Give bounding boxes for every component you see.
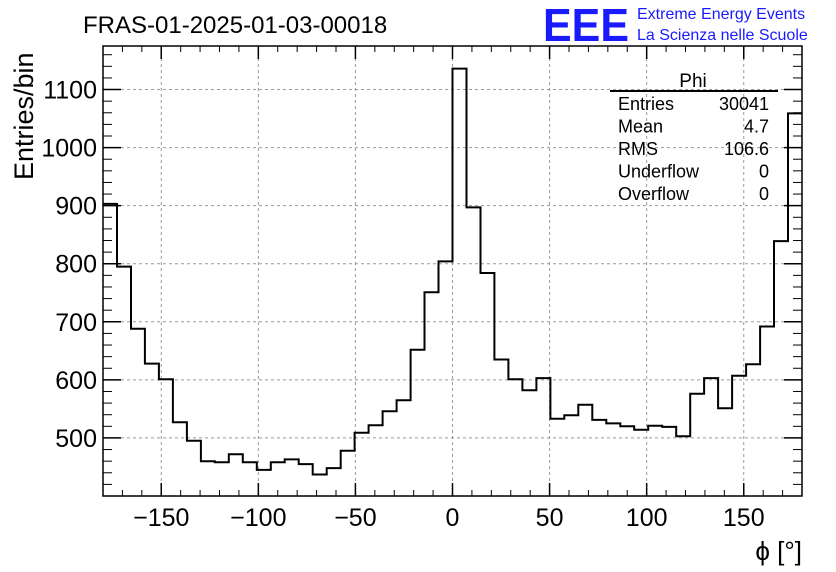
histogram-bin <box>369 425 383 496</box>
histogram-bin <box>117 267 131 496</box>
histogram-bin <box>383 411 397 496</box>
histogram-bin <box>313 475 327 496</box>
stats-value: 30041 <box>719 94 769 114</box>
stats-label: Entries <box>618 94 674 114</box>
histogram-bin <box>480 273 494 496</box>
y-tick-label: 1000 <box>41 135 97 163</box>
histogram-bin <box>564 415 578 496</box>
histogram-bin <box>243 462 257 496</box>
histogram-bin <box>578 405 592 496</box>
y-tick-label: 1100 <box>43 77 97 105</box>
x-tick-label: 150 <box>723 504 765 532</box>
x-tick-label: −100 <box>230 504 286 532</box>
stats-value: 106.6 <box>724 139 769 159</box>
y-tick-label: 700 <box>55 309 97 337</box>
stats-label: Overflow <box>618 184 690 204</box>
histogram-bin <box>550 419 564 496</box>
x-tick-label: 100 <box>626 504 668 532</box>
eee-logo-mark: EEE <box>543 0 629 51</box>
histogram-bin <box>760 326 774 496</box>
stats-label: RMS <box>618 139 658 159</box>
stats-value: 0 <box>759 184 769 204</box>
x-axis-label: ϕ [°] <box>755 536 802 566</box>
histogram-bin <box>215 462 229 496</box>
chart-title: FRAS-01-2025-01-03-00018 <box>83 12 387 39</box>
histogram-bin <box>746 364 760 496</box>
histogram-bin <box>704 378 718 496</box>
histogram-bin <box>453 69 467 496</box>
histogram-line <box>103 67 802 476</box>
eee-logo-line1: Extreme Energy Events <box>637 6 805 23</box>
histogram-bin <box>439 261 453 496</box>
histogram-bin <box>508 379 522 496</box>
histogram-bin <box>285 459 299 496</box>
axis-ticks <box>102 46 803 496</box>
histogram-bin <box>355 433 369 496</box>
y-tick-label: 900 <box>55 193 97 221</box>
stats-value: 4.7 <box>744 117 769 137</box>
histogram-bin <box>536 378 550 496</box>
stats-box-name: Phi <box>679 71 706 92</box>
histogram-bin <box>676 436 690 496</box>
histogram-bin <box>662 427 676 496</box>
x-tick-labels: −150 −100 −50 0 50 100 150 <box>133 504 765 532</box>
histogram-bin <box>131 329 145 496</box>
stats-label: Mean <box>618 117 663 137</box>
y-tick-labels: 500 600 700 800 900 1000 1100 <box>41 77 97 453</box>
histogram-bin <box>690 394 704 496</box>
histogram-bin <box>201 461 215 496</box>
histogram-bin <box>606 423 620 496</box>
histogram-bin <box>411 350 425 496</box>
histogram-bin <box>341 451 355 496</box>
y-axis-label: Entries/bin <box>9 52 39 180</box>
histogram-bin <box>299 464 313 496</box>
x-tick-label: −50 <box>334 504 376 532</box>
y-tick-label: 800 <box>55 251 97 279</box>
eee-logo-line2: La Scienza nelle Scuole <box>637 27 808 44</box>
histogram-bin <box>229 454 243 496</box>
eee-logo: EEE Extreme Energy Events La Scienza nel… <box>543 0 808 51</box>
histogram-bin <box>732 376 746 496</box>
y-tick-label: 500 <box>55 425 97 453</box>
histogram-bin <box>187 441 201 496</box>
x-tick-label: 50 <box>536 504 564 532</box>
histogram-bin <box>648 426 662 496</box>
histogram-bin <box>466 207 480 496</box>
y-tick-label: 600 <box>55 367 97 395</box>
histogram-bin <box>397 400 411 496</box>
stats-label: Underflow <box>618 162 700 182</box>
histogram-bin <box>173 422 187 496</box>
histogram-bin <box>522 390 536 496</box>
histogram-bin <box>425 292 439 496</box>
histogram-bin <box>592 420 606 496</box>
histogram-bin <box>718 408 732 496</box>
x-tick-label: 0 <box>446 504 460 532</box>
histogram-bin <box>103 204 117 496</box>
histogram-bin <box>145 364 159 496</box>
histogram-bin <box>327 468 341 496</box>
histogram-bin <box>620 426 634 496</box>
stats-box: Phi Entries 30041 Mean 4.7 RMS 106.6 Underflow… <box>610 71 778 204</box>
histogram-bin <box>774 241 788 496</box>
x-tick-label: −150 <box>133 504 189 532</box>
stats-value: 0 <box>759 162 769 182</box>
